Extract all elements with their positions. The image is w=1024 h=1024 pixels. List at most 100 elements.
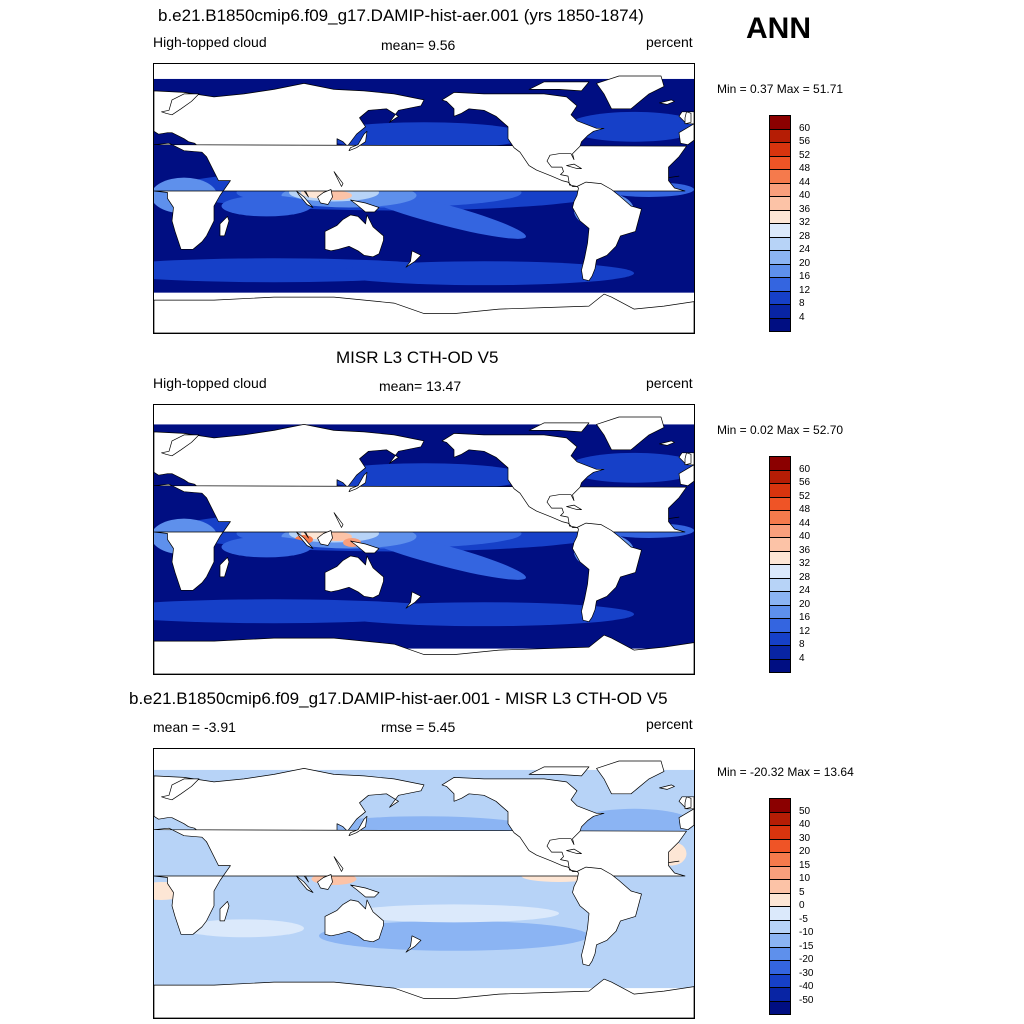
- colorbar-tick-label: 16: [799, 271, 811, 282]
- land-polygon: [219, 901, 230, 922]
- colorbar-swatch: [769, 933, 791, 948]
- panel1-minmax: Min = 0.37 Max = 51.71: [717, 82, 844, 96]
- colorbar-swatch: [769, 811, 791, 826]
- land-polygon: [596, 760, 665, 795]
- panel1-left-label: High-topped cloud: [153, 34, 267, 50]
- colorbar-tick-label: 60: [799, 122, 811, 134]
- panel2-units: percent: [646, 375, 693, 391]
- land-polygon: [161, 434, 200, 457]
- land-polygon: [659, 440, 675, 446]
- colorbar-tick-label: 8: [799, 639, 805, 650]
- colorbar-tick-label: 8: [799, 298, 805, 309]
- colorbar-swatch: [769, 838, 791, 853]
- colorbar-swatch: [769, 510, 791, 525]
- land-polygon: [566, 848, 582, 854]
- panel2-mean: mean= 13.47: [379, 378, 462, 394]
- land-polygon: [333, 856, 344, 872]
- colorbar-swatch: [769, 973, 791, 988]
- colorbar-swatch: [769, 223, 791, 238]
- colorbar-swatch: [769, 483, 791, 498]
- panel3-minmax: Min = -20.32 Max = 13.64: [717, 765, 854, 779]
- land-polygon: [566, 163, 582, 169]
- colorbar-tick-label: -5: [799, 913, 808, 925]
- colorbar-swatch: [769, 564, 791, 579]
- panel1-title: b.e21.B1850cmip6.f09_g17.DAMIP-hist-aer.…: [158, 6, 644, 25]
- colorbar-tick-label: -10: [799, 927, 814, 938]
- colorbar-tick-label: 12: [799, 625, 811, 637]
- colorbar-tick-label: 48: [799, 163, 811, 174]
- colorbar-tick-label: 5: [799, 886, 805, 898]
- colorbar-swatch: [769, 879, 791, 894]
- colorbar-tick-label: 52: [799, 149, 811, 161]
- land-polygon: [678, 808, 694, 831]
- colorbar-swatch: [769, 142, 791, 157]
- colorbar-swatch: [769, 304, 791, 319]
- land-polygon: [678, 123, 694, 146]
- colorbar-tick-label: 40: [799, 190, 811, 201]
- colorbar-swatch: [769, 236, 791, 251]
- colorbar-swatch: [769, 618, 791, 633]
- colorbar-swatch: [769, 825, 791, 840]
- colorbar-tick-label: 28: [799, 571, 811, 583]
- land-polygon: [572, 866, 642, 967]
- land-polygon: [161, 778, 200, 801]
- colorbar-tick-label: 44: [799, 517, 811, 529]
- colorbar-swatch: [769, 290, 791, 305]
- colorbar-swatch: [769, 469, 791, 484]
- colorbar-swatch: [769, 115, 791, 130]
- panel1-colorbar: 60 56 52 48 44 40 36 32 28 24 20 16 12 8 4: [769, 115, 810, 332]
- colorbar-swatch: [769, 852, 791, 867]
- land-polygon: [219, 216, 230, 237]
- land-polygon: [317, 530, 333, 546]
- colorbar-tick-label: 36: [799, 203, 811, 215]
- colorbar-tick-label: 20: [799, 846, 811, 857]
- colorbar-swatch: [769, 577, 791, 592]
- colorbar-tick-label: 20: [799, 598, 811, 610]
- land-polygon: [441, 433, 605, 528]
- colorbar-swatch: [769, 591, 791, 606]
- land-polygon: [161, 93, 200, 116]
- land-polygon: [348, 130, 368, 152]
- panel1-mean: mean= 9.56: [381, 37, 456, 53]
- colorbar-tick-label: 32: [799, 558, 811, 569]
- colorbar-swatch: [769, 128, 791, 143]
- land-polygon: [659, 784, 675, 790]
- colorbar-tick-label: 24: [799, 244, 811, 255]
- colorbar-tick-label: -15: [799, 940, 814, 952]
- land-polygon: [350, 884, 380, 898]
- land-polygon: [572, 181, 642, 282]
- colorbar-swatch: [769, 906, 791, 921]
- land-polygon: [333, 512, 344, 528]
- colorbar-tick-label: 44: [799, 176, 811, 188]
- land-polygon: [684, 111, 692, 125]
- land-polygon: [684, 796, 692, 810]
- land-polygon: [528, 422, 590, 433]
- colorbar-swatch: [769, 550, 791, 565]
- colorbar-swatch: [769, 658, 791, 673]
- land-polygon: [566, 504, 582, 510]
- colorbar-swatch: [769, 456, 791, 471]
- panel2-title: MISR L3 CTH-OD V5: [336, 348, 499, 367]
- land-polygon: [405, 591, 422, 609]
- panel3-map: [153, 748, 695, 1019]
- colorbar-swatch: [769, 645, 791, 660]
- land-polygon: [324, 555, 384, 599]
- colorbar-swatch: [769, 277, 791, 292]
- land-polygon: [348, 815, 368, 837]
- colorbar-tick-label: 10: [799, 873, 811, 884]
- land-polygon: [296, 190, 314, 208]
- colorbar-swatch: [769, 169, 791, 184]
- colorbar-tick-label: 20: [799, 257, 811, 269]
- land-polygon: [405, 935, 422, 953]
- colorbar-tick-label: 36: [799, 544, 811, 556]
- colorbar-tick-label: 24: [799, 585, 811, 596]
- colorbar-tick-label: 40: [799, 819, 811, 830]
- colorbar-tick-label: 4: [799, 652, 805, 664]
- panel2-minmax: Min = 0.02 Max = 52.70: [717, 423, 844, 437]
- colorbar-tick-label: 56: [799, 477, 811, 488]
- land-polygon: [572, 522, 642, 623]
- colorbar-swatch: [769, 604, 791, 619]
- land-polygon: [317, 189, 333, 205]
- colorbar-swatch: [769, 155, 791, 170]
- land-polygon: [596, 416, 665, 451]
